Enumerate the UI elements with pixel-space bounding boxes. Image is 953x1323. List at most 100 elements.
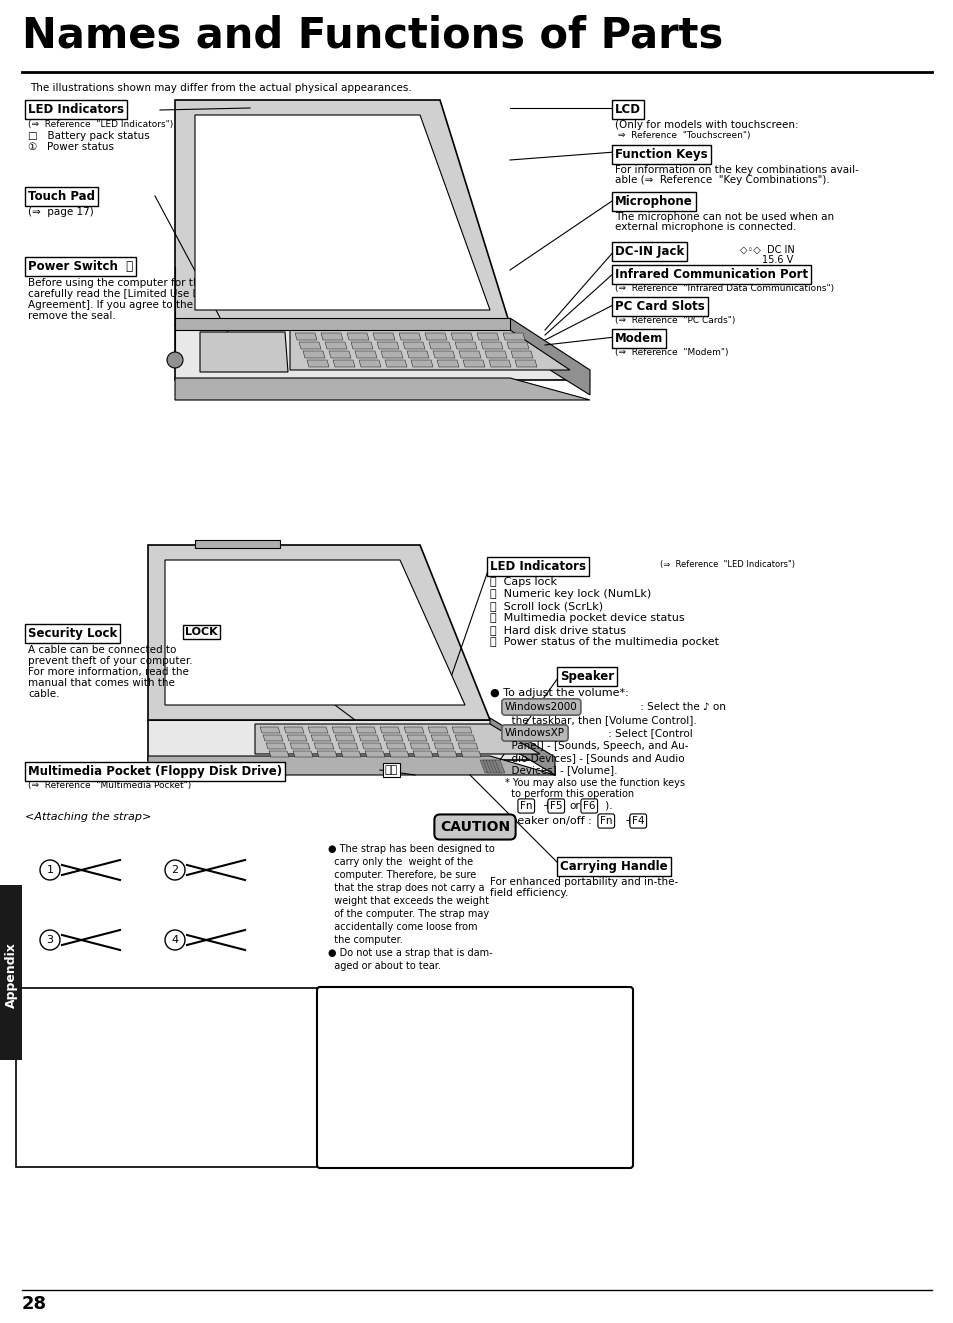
Text: 4: 4: [172, 935, 178, 945]
Polygon shape: [148, 755, 555, 775]
Text: field efficiency.: field efficiency.: [490, 888, 568, 898]
Polygon shape: [148, 545, 490, 720]
Polygon shape: [506, 343, 529, 349]
Polygon shape: [385, 360, 407, 366]
Polygon shape: [434, 744, 454, 749]
Text: ①   Power status: ① Power status: [28, 142, 113, 152]
Polygon shape: [316, 751, 336, 757]
Text: : Select [Control: : Select [Control: [604, 728, 692, 738]
Polygon shape: [194, 115, 490, 310]
Text: Infrared Communication Port: Infrared Communication Port: [615, 269, 807, 280]
Polygon shape: [333, 360, 355, 366]
Text: 1: 1: [47, 865, 53, 875]
Polygon shape: [307, 360, 329, 366]
Text: remove the seal.: remove the seal.: [28, 311, 115, 321]
Text: (⇒  Reference  "Modem"): (⇒ Reference "Modem"): [615, 348, 728, 357]
Polygon shape: [263, 736, 283, 741]
Text: ● The strap has been designed to: ● The strap has been designed to: [328, 844, 495, 855]
Text: 2: 2: [172, 865, 178, 875]
Text: Touch Pad: Touch Pad: [28, 191, 95, 202]
Polygon shape: [476, 333, 498, 340]
Text: Panel] - [Sounds, Speech, and Au-: Panel] - [Sounds, Speech, and Au-: [504, 741, 688, 751]
Polygon shape: [174, 325, 589, 380]
FancyBboxPatch shape: [316, 987, 633, 1168]
Text: A cable can be connected to: A cable can be connected to: [28, 646, 176, 655]
Text: □   Battery pack status: □ Battery pack status: [28, 131, 150, 142]
Polygon shape: [428, 728, 448, 733]
Text: LCD: LCD: [615, 103, 640, 116]
Polygon shape: [361, 744, 381, 749]
Polygon shape: [174, 101, 510, 325]
Polygon shape: [294, 333, 316, 340]
Text: WindowsXP: WindowsXP: [504, 728, 564, 738]
Polygon shape: [287, 736, 307, 741]
Polygon shape: [165, 560, 464, 705]
Text: of the computer. The strap may: of the computer. The strap may: [328, 909, 489, 919]
Text: * You may also use the function keys: * You may also use the function keys: [504, 778, 684, 789]
Polygon shape: [413, 751, 433, 757]
Polygon shape: [358, 360, 380, 366]
Polygon shape: [510, 318, 589, 396]
Polygon shape: [511, 351, 533, 359]
Polygon shape: [355, 351, 376, 359]
Text: DC-IN Jack: DC-IN Jack: [615, 245, 683, 258]
Polygon shape: [482, 759, 493, 773]
Text: Power Switch  ⏻: Power Switch ⏻: [28, 261, 133, 273]
Polygon shape: [380, 351, 402, 359]
Text: (⇒  Reference  "PC Cards"): (⇒ Reference "PC Cards"): [615, 316, 735, 325]
Text: Devices] - [Volume].: Devices] - [Volume].: [504, 765, 617, 775]
Polygon shape: [298, 343, 320, 349]
Polygon shape: [389, 751, 409, 757]
Polygon shape: [452, 728, 472, 733]
Polygon shape: [303, 351, 325, 359]
Polygon shape: [332, 728, 352, 733]
Text: Windows2000: Windows2000: [504, 703, 578, 712]
Polygon shape: [266, 744, 286, 749]
Polygon shape: [373, 333, 395, 340]
Text: the taskbar, then [Volume Control].: the taskbar, then [Volume Control].: [504, 714, 696, 725]
Text: : Select the ♪ on: : Select the ♪ on: [637, 703, 725, 712]
Text: ⇒  Reference  "Touchscreen"): ⇒ Reference "Touchscreen"): [615, 131, 750, 140]
Polygon shape: [340, 751, 360, 757]
Text: For enhanced portability and in-the-: For enhanced portability and in-the-: [490, 877, 678, 886]
Polygon shape: [329, 351, 351, 359]
Polygon shape: [194, 540, 280, 548]
Polygon shape: [407, 736, 427, 741]
Text: able (⇒  Reference  "Key Combinations").: able (⇒ Reference "Key Combinations").: [615, 175, 829, 185]
Text: F6: F6: [582, 800, 595, 811]
Text: Fn: Fn: [599, 816, 612, 826]
Text: to perform this operation: to perform this operation: [504, 789, 634, 799]
Polygon shape: [460, 751, 480, 757]
Polygon shape: [457, 744, 477, 749]
Text: (⇒  Reference  "Multimedia Pocket"): (⇒ Reference "Multimedia Pocket"): [28, 781, 191, 790]
Polygon shape: [293, 751, 313, 757]
Polygon shape: [495, 759, 504, 773]
Polygon shape: [489, 360, 511, 366]
Polygon shape: [480, 343, 502, 349]
Text: For information on the key combinations avail-: For information on the key combinations …: [615, 165, 858, 175]
Text: dio Devices] - [Sounds and Audio: dio Devices] - [Sounds and Audio: [504, 753, 684, 763]
FancyBboxPatch shape: [16, 988, 470, 1167]
Circle shape: [40, 930, 60, 950]
Text: (⇒  Reference  "LED Indicators"): (⇒ Reference "LED Indicators"): [659, 560, 794, 569]
Circle shape: [40, 860, 60, 880]
Text: Before using the computer for the first time,: Before using the computer for the first …: [28, 278, 260, 288]
Text: Names and Functions of Parts: Names and Functions of Parts: [22, 15, 722, 57]
Polygon shape: [358, 736, 378, 741]
Text: (⇒  Reference  "LED Indicators"): (⇒ Reference "LED Indicators"): [28, 120, 173, 130]
Polygon shape: [355, 728, 375, 733]
Text: Modem: Modem: [615, 332, 662, 345]
Polygon shape: [174, 378, 589, 400]
Text: +: +: [621, 816, 637, 826]
Polygon shape: [462, 360, 484, 366]
Polygon shape: [311, 736, 331, 741]
Polygon shape: [451, 333, 473, 340]
Polygon shape: [502, 333, 524, 340]
Text: PC Card Slots: PC Card Slots: [615, 300, 704, 314]
Text: carefully read the [Limited Use License: carefully read the [Limited Use License: [28, 288, 232, 299]
Text: The illustrations shown may differ from the actual physical appearances.: The illustrations shown may differ from …: [30, 83, 412, 93]
Text: Appendix: Appendix: [5, 942, 17, 1008]
Polygon shape: [148, 720, 555, 759]
Polygon shape: [407, 351, 429, 359]
Polygon shape: [479, 759, 490, 773]
